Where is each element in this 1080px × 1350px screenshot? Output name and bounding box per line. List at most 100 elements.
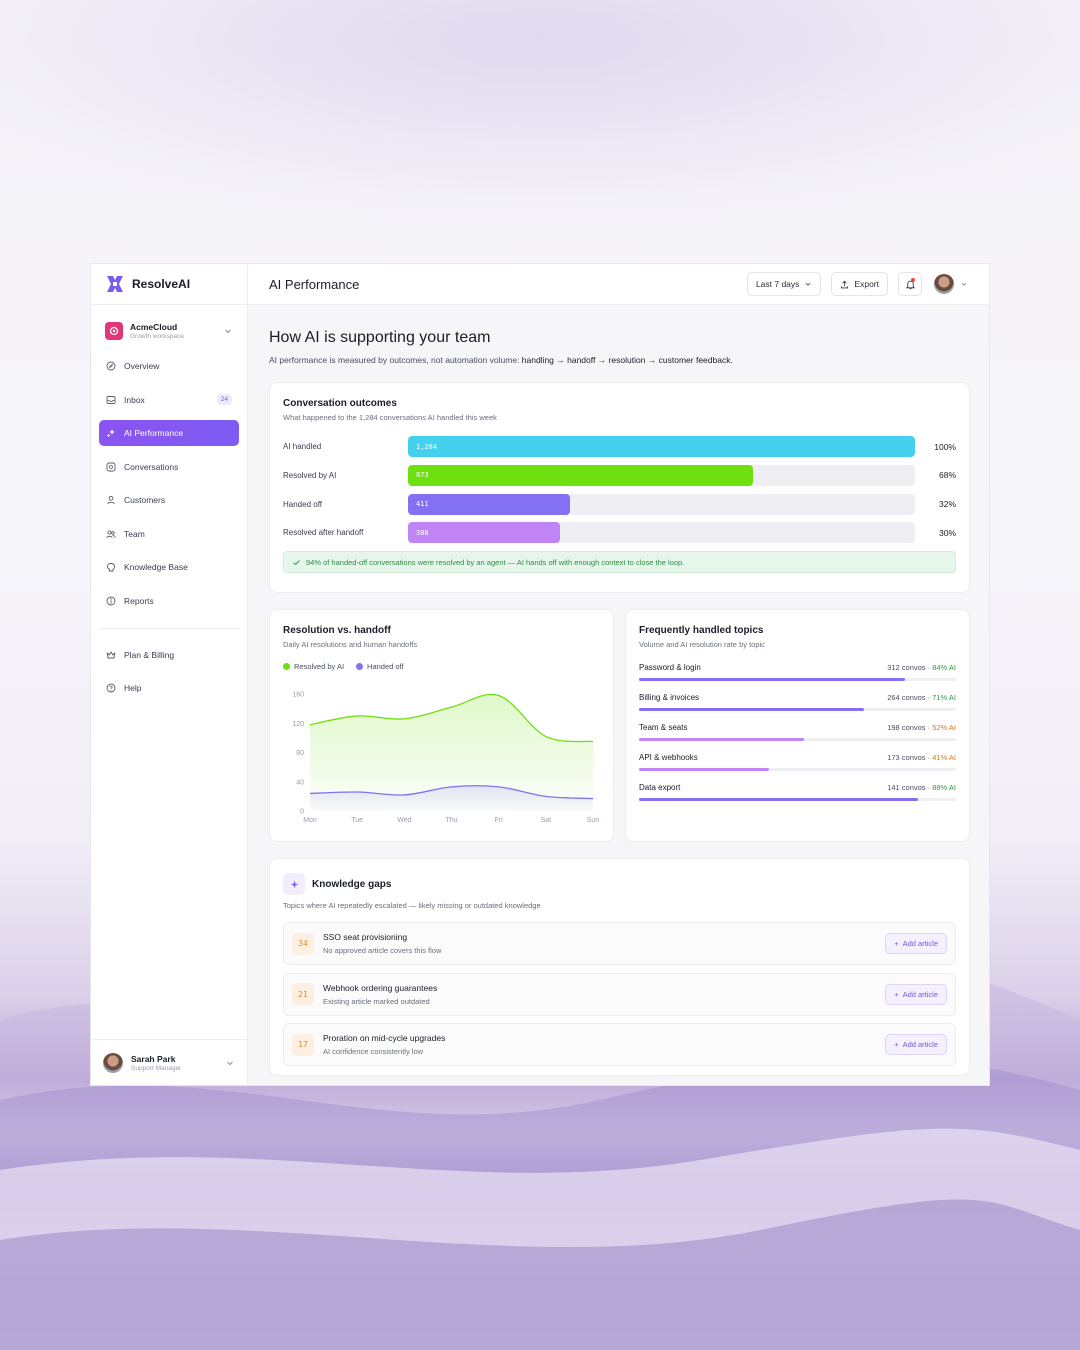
sidebar-item-plan-billing[interactable]: Plan & Billing xyxy=(99,642,239,668)
legend-item-handed-off: Handed off xyxy=(356,662,404,671)
workspace-name: AcmeCloud xyxy=(130,322,178,332)
topic-rate: 84% AI xyxy=(932,663,956,672)
sidebar-item-label: Inbox xyxy=(124,394,145,405)
avatar xyxy=(934,274,954,294)
sidebar: ResolveAI AcmeCloud Growth workspace Ove… xyxy=(91,264,248,1085)
sidebar-item-customers[interactable]: Customers xyxy=(99,487,239,513)
date-range-select[interactable]: Last 7 days xyxy=(746,272,822,296)
outcome-value: 411 xyxy=(416,500,429,509)
legend-item-resolved: Resolved by AI xyxy=(283,662,344,671)
add-article-label: Add article xyxy=(902,939,938,948)
bell-icon xyxy=(905,280,915,289)
legend-label: Resolved by AI xyxy=(294,662,345,671)
gap-title: Proration on mid-cycle upgrades xyxy=(323,1033,446,1043)
topic-bar-fill xyxy=(639,768,769,771)
topic-head: Team & seats 198 convos · 52% AI xyxy=(639,723,956,732)
outcome-row: AI handled 1,284 100% xyxy=(283,436,956,457)
chart-legend: Resolved by AI Handed off xyxy=(283,662,600,671)
topbar: AI Performance Last 7 days Export xyxy=(248,264,989,305)
topic-item[interactable]: Billing & invoices 264 convos · 71% AI xyxy=(639,693,956,711)
outcome-percent: 100% xyxy=(934,441,956,452)
topic-name: API & webhooks xyxy=(639,753,698,762)
outcomes-card: Conversation outcomes What happened to t… xyxy=(269,382,970,593)
sidebar-item-overview[interactable]: Overview xyxy=(99,353,239,379)
gap-row: 21 Webhook ordering guarantees Existing ar… xyxy=(283,972,956,1016)
notifications-button[interactable] xyxy=(898,272,922,296)
report-icon xyxy=(106,596,116,605)
date-range-label: Last 7 days xyxy=(755,279,800,289)
sidebar-item-team[interactable]: Team xyxy=(99,521,239,547)
topic-rate: 71% AI xyxy=(932,693,956,702)
add-article-button[interactable]: + Add article xyxy=(885,1034,947,1055)
x-tick-label: Tue xyxy=(351,817,363,824)
x-tick-label: Sat xyxy=(541,817,552,824)
add-article-label: Add article xyxy=(902,989,938,999)
app-window: ResolveAI AcmeCloud Growth workspace Ove… xyxy=(90,263,990,1086)
outcome-bar-fill: 411 xyxy=(408,493,571,515)
series-line xyxy=(309,693,594,743)
y-tick-label: 80 xyxy=(296,750,304,757)
sidebar-item-help[interactable]: Help xyxy=(99,675,239,701)
topic-item[interactable]: Team & seats 198 convos · 52% AI xyxy=(639,723,956,741)
sidebar-item-knowledge-base[interactable]: Knowledge Base xyxy=(99,554,239,580)
add-article-button[interactable]: + Add article xyxy=(885,933,947,954)
plus-icon: + xyxy=(894,1040,899,1049)
x-tick-label: Fri xyxy=(495,817,504,824)
gap-list: 34 SSO seat provisioning No approved artic… xyxy=(283,922,956,1066)
user-name: Sarah Park xyxy=(131,1053,176,1064)
notification-dot xyxy=(911,278,915,282)
gap-description: Existing article marked outdated xyxy=(323,996,430,1006)
sidebar-item-inbox[interactable]: Inbox 24 xyxy=(99,387,239,413)
add-article-label: Add article xyxy=(902,1040,938,1049)
topic-count: 141 convos · xyxy=(887,783,933,792)
chevron-down-icon xyxy=(806,282,811,286)
outcome-percent: 68% xyxy=(938,470,956,481)
sidebar-item-label: Overview xyxy=(124,361,160,371)
topic-item[interactable]: Data export 141 convos · 88% AI xyxy=(639,783,956,801)
resolution-chart: 0 40 80 120 160 Mon Tue Wed Thu Fri Sat Sun xyxy=(292,692,600,825)
user-menu[interactable]: Sarah Park Support Manager xyxy=(91,1039,247,1085)
topic-count: 173 convos · xyxy=(887,753,933,762)
card-title: Frequently handled topics xyxy=(639,625,764,636)
app-name: ResolveAI xyxy=(132,277,191,291)
topic-bar-fill xyxy=(639,738,804,741)
topic-rate: 52% AI xyxy=(932,723,956,732)
outcome-bar-track: 873 xyxy=(408,464,915,486)
add-article-button[interactable]: + Add article xyxy=(885,983,947,1005)
topic-bar-track xyxy=(639,708,956,711)
topic-stat: 312 convos · 84% AI xyxy=(887,663,956,672)
topic-stat: 141 convos · 88% AI xyxy=(887,783,956,792)
sidebar-item-label: Team xyxy=(124,528,145,539)
topic-bar-fill xyxy=(639,678,906,681)
hero-subtitle-flow: handling → handoff → resolution → custom… xyxy=(521,355,733,365)
sidebar-item-conversations[interactable]: Conversations xyxy=(99,454,239,480)
sidebar-item-ai-performance[interactable]: AI Performance xyxy=(99,420,239,446)
account-menu[interactable] xyxy=(934,274,968,294)
topic-list: Password & login 312 convos · 84% AI Billi… xyxy=(639,663,956,801)
content: How AI is supporting your team AI perfor… xyxy=(248,329,989,365)
series-line xyxy=(309,785,594,800)
legend-label: Handed off xyxy=(367,662,404,671)
inbox-count-badge: 24 xyxy=(216,394,232,405)
export-button[interactable]: Export xyxy=(831,272,888,296)
x-tick-label: Thu xyxy=(445,817,457,824)
topic-item[interactable]: Password & login 312 convos · 84% AI xyxy=(639,663,956,681)
x-tick-label: Sun xyxy=(587,817,600,824)
card-title: Resolution vs. handoff xyxy=(283,625,391,636)
brain-icon xyxy=(107,563,116,572)
workspace-switcher[interactable]: AcmeCloud Growth workspace xyxy=(91,305,247,345)
x-tick-label: Wed xyxy=(397,817,411,824)
outcome-bar-track: 388 xyxy=(408,522,915,544)
topic-item[interactable]: API & webhooks 173 convos · 41% AI xyxy=(639,753,956,771)
gap-text: Proration on mid-cycle upgrades AI confid… xyxy=(323,1033,885,1056)
outcome-bar-track: 411 xyxy=(408,493,915,515)
sidebar-divider xyxy=(99,627,239,629)
person-icon xyxy=(107,495,115,505)
card-subtitle: Topics where AI repeatedly escalated — l… xyxy=(283,901,541,910)
topic-bar-track xyxy=(639,768,956,771)
outcome-label: AI handled xyxy=(283,442,322,451)
handoff-note-text: 94% of handed-off conversations were res… xyxy=(306,557,685,567)
topic-count: 198 convos · xyxy=(887,723,933,732)
brand[interactable]: ResolveAI xyxy=(91,264,247,305)
sidebar-item-reports[interactable]: Reports xyxy=(99,588,239,614)
